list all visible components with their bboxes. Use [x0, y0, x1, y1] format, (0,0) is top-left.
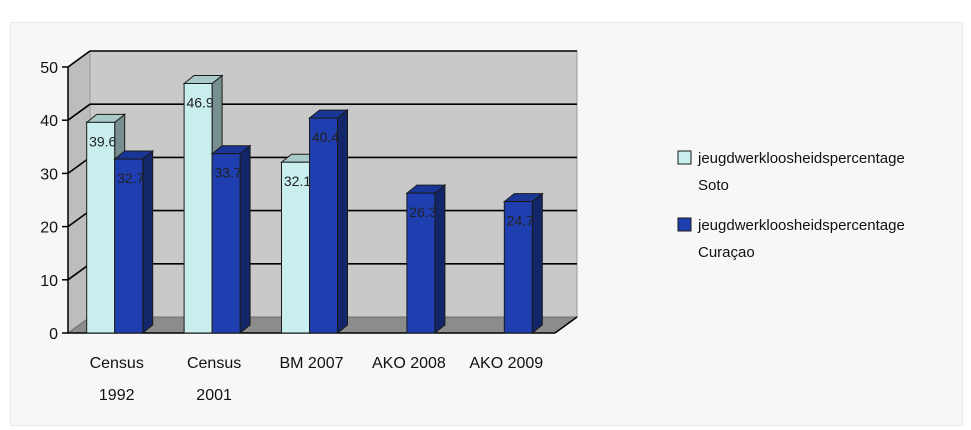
data-labels: 39.6 32.7 46.9 33.7 32.1 40.4 26.3 24.7	[89, 94, 534, 228]
data-label: 32.7	[117, 170, 144, 186]
x-category-label: BM 2007	[279, 355, 343, 372]
bar	[308, 109, 349, 335]
y-tick-label: 40	[40, 113, 58, 130]
legend-swatch	[677, 217, 692, 232]
legend-label: jeugdwerkloosheidspercentage	[697, 150, 905, 167]
data-label: 39.6	[89, 133, 116, 149]
y-axis-ticks: 0 10 20 30 40 50	[40, 60, 68, 343]
legend: jeugdwerkloosheidspercentage Soto jeugdwer…	[677, 150, 905, 261]
bar-front	[183, 82, 213, 334]
y-tick-label: 20	[40, 220, 58, 237]
legend-label: Soto	[698, 177, 729, 194]
data-label: 32.1	[284, 173, 311, 189]
x-category-label: AKO 2008	[372, 355, 446, 372]
bar	[405, 184, 447, 335]
legend-label: jeugdwerkloosheidspercentage	[697, 217, 905, 234]
data-label: 40.4	[312, 129, 339, 145]
x-category-label: Census	[90, 355, 144, 372]
y-tick-label: 50	[40, 60, 58, 77]
data-label: 46.9	[186, 94, 213, 110]
bar-front	[281, 161, 310, 334]
bar-front	[309, 117, 338, 334]
bar-front	[86, 121, 116, 334]
y-tick-label: 10	[40, 273, 58, 290]
bar	[502, 192, 544, 335]
x-axis-categories: Census 1992 Census 2001 BM 2007 AKO 2008 AKO 2…	[90, 355, 544, 404]
data-label: 33.7	[214, 165, 241, 181]
x-axis-depth-line	[554, 316, 578, 334]
bar	[210, 144, 252, 335]
y-tick-label: 30	[40, 166, 58, 183]
bars	[85, 74, 544, 335]
data-label: 24.7	[507, 213, 534, 229]
gridline-side	[67, 50, 91, 68]
legend-label: Curaçao	[698, 244, 755, 261]
x-category-label: 1992	[99, 387, 135, 404]
bar-front	[114, 158, 144, 334]
data-label: 26.3	[409, 204, 436, 220]
x-category-label: 2001	[196, 387, 232, 404]
gridline-side	[67, 103, 91, 121]
legend-swatch	[677, 150, 692, 165]
x-category-label: Census	[187, 355, 241, 372]
bar-front	[406, 192, 436, 334]
y-tick-label: 0	[49, 326, 58, 343]
bar-front	[503, 201, 533, 334]
bar	[113, 149, 155, 335]
x-category-label: AKO 2009	[469, 355, 543, 372]
bar-front	[211, 153, 241, 334]
